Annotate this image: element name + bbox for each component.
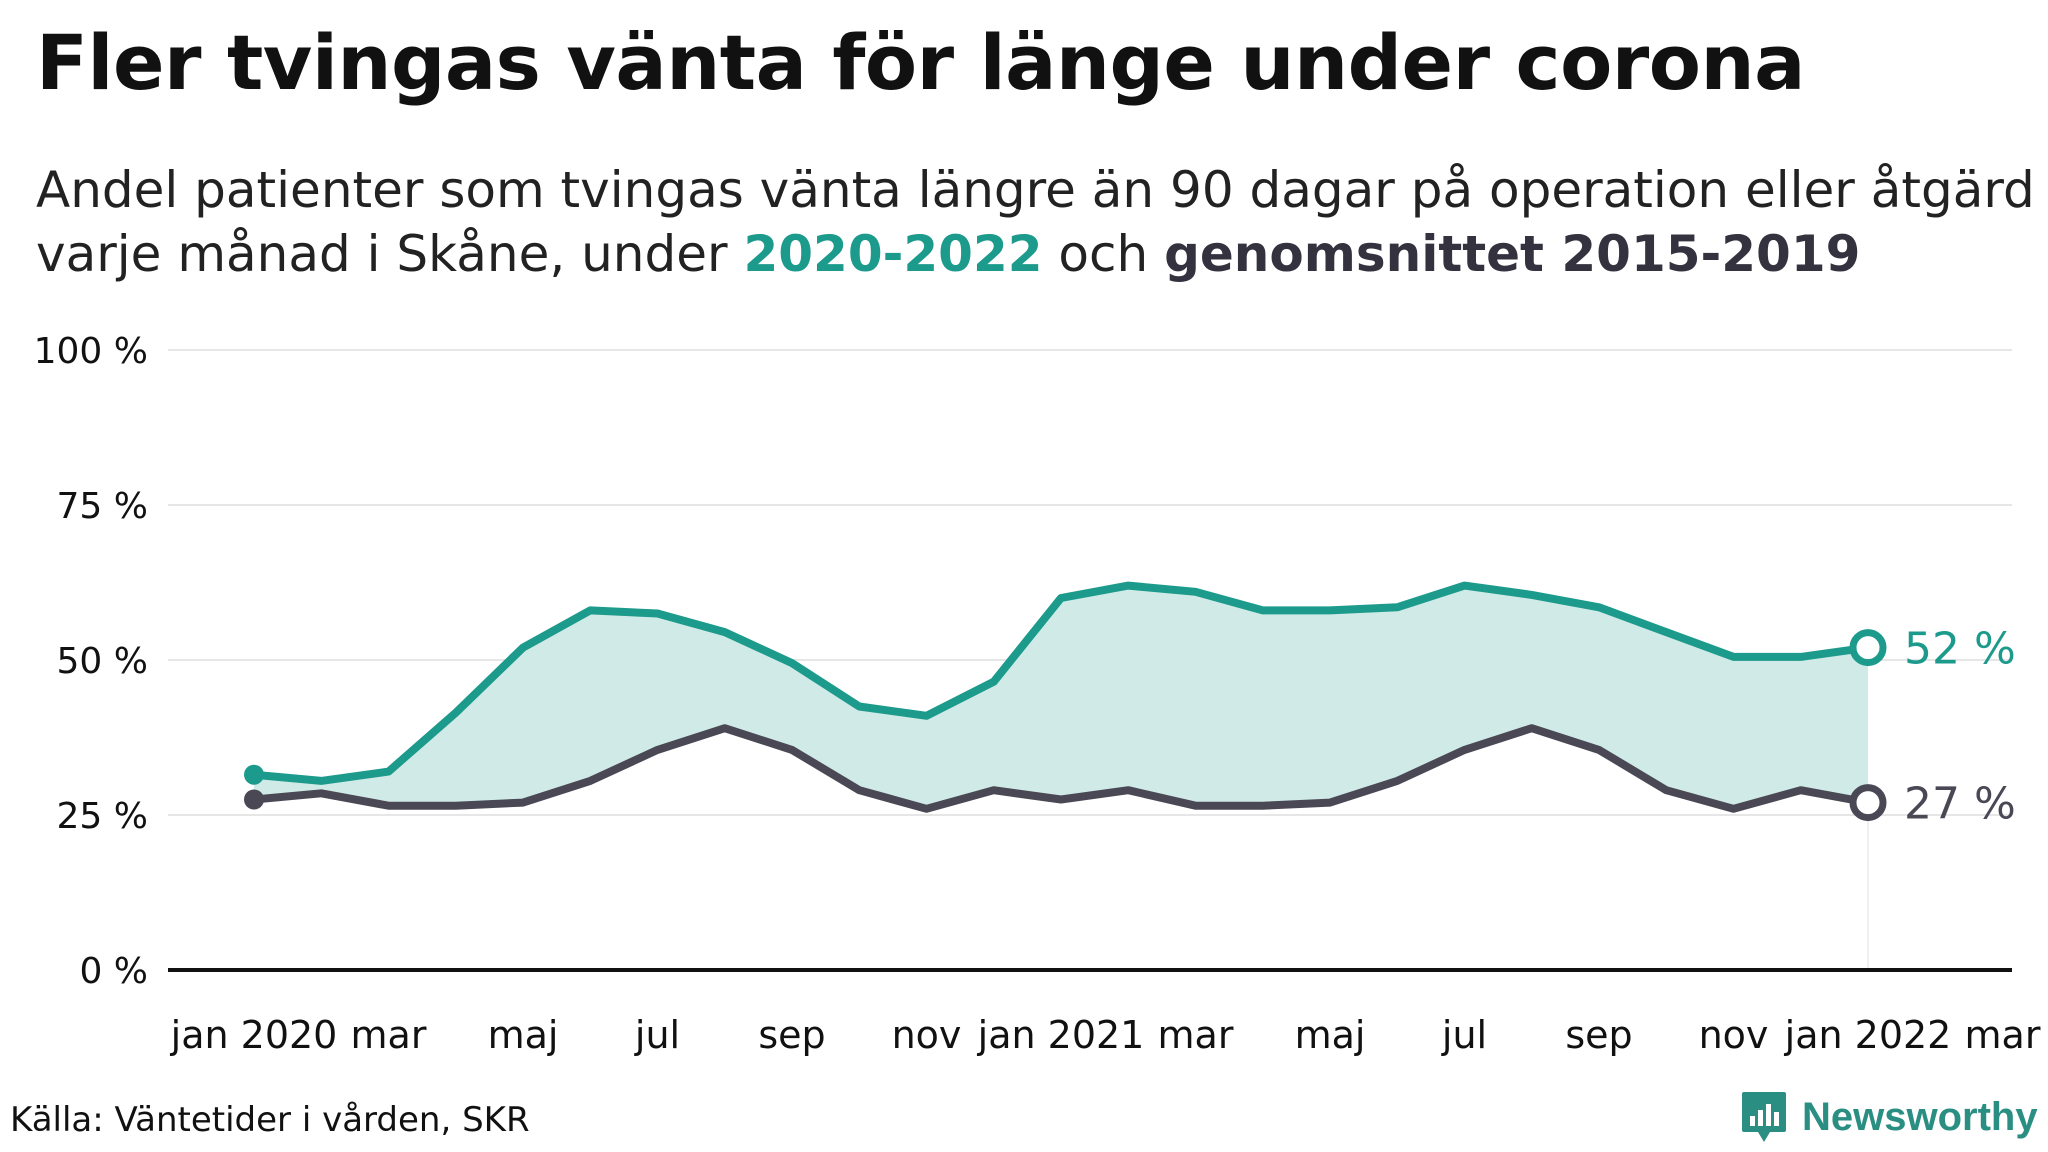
series-start-point — [244, 764, 264, 785]
chart-subtitle: Andel patienter som tvingas vänta längre… — [36, 158, 2036, 286]
y-tick-label: 25 % — [57, 796, 148, 837]
x-tick-label: sep — [1565, 1013, 1632, 1057]
x-tick-label: jan 2022 — [1784, 1013, 1952, 1057]
x-tick-label: sep — [758, 1013, 825, 1057]
x-tick-label: mar — [1965, 1013, 2041, 1057]
logo-text: Newsworthy — [1802, 1094, 2038, 1139]
series-end-label: 27 % — [1904, 779, 2016, 830]
newsworthy-logo: Newsworthy — [1740, 1090, 2038, 1144]
chart-title: Fler tvingas vänta för länge under coron… — [36, 18, 1805, 107]
x-tick-label: mar — [1158, 1013, 1234, 1057]
x-tick-label: mar — [351, 1013, 427, 1057]
x-tick-label: nov — [892, 1013, 962, 1057]
x-tick-label: nov — [1699, 1013, 1769, 1057]
subtitle-middle: och — [1042, 225, 1165, 283]
x-tick-label: jul — [1441, 1013, 1487, 1057]
x-tick-label: maj — [488, 1013, 559, 1057]
series-2020-2022-line — [250, 581, 1872, 785]
x-tick-label: jul — [634, 1013, 680, 1057]
subtitle-line-2: varje månad i Skåne, under 2020-2022 och… — [36, 222, 2036, 286]
subtitle-highlight-average: genomsnittet 2015-2019 — [1164, 225, 1861, 283]
series-end-point — [1849, 784, 1887, 822]
series-start-point — [244, 789, 264, 810]
y-tick-label: 100 % — [34, 331, 148, 372]
range-fill-area — [254, 585, 1868, 809]
x-tick-label: jan 2020 — [170, 1013, 338, 1057]
subtitle-prefix: varje månad i Skåne, under — [36, 225, 744, 283]
subtitle-highlight-2020-2022: 2020-2022 — [743, 225, 1043, 283]
series-end-label: 52 % — [1904, 624, 2016, 675]
y-tick-label: 75 % — [57, 486, 148, 527]
x-tick-label: jan 2021 — [977, 1013, 1145, 1057]
source-note: Källa: Väntetider i vården, SKR — [10, 1100, 530, 1140]
y-tick-label: 50 % — [57, 641, 148, 682]
label-layer: 0 % 25 % 50 % 75 % 100 % jan 2020 mar maj jul sep… — [34, 331, 2041, 1057]
series-average-line — [250, 724, 1872, 813]
bar-chart-icon — [1742, 1092, 1786, 1142]
x-tick-label: maj — [1295, 1013, 1366, 1057]
line-layer — [244, 581, 1887, 822]
subtitle-line-1: Andel patienter som tvingas vänta längre… — [36, 161, 2035, 219]
y-tick-label: 0 % — [79, 951, 148, 992]
series-end-point — [1849, 629, 1887, 667]
line-chart: 0 % 25 % 50 % 75 % 100 % jan 2020 mar maj jul sep… — [34, 331, 2041, 1057]
fill-layer — [254, 585, 1868, 809]
